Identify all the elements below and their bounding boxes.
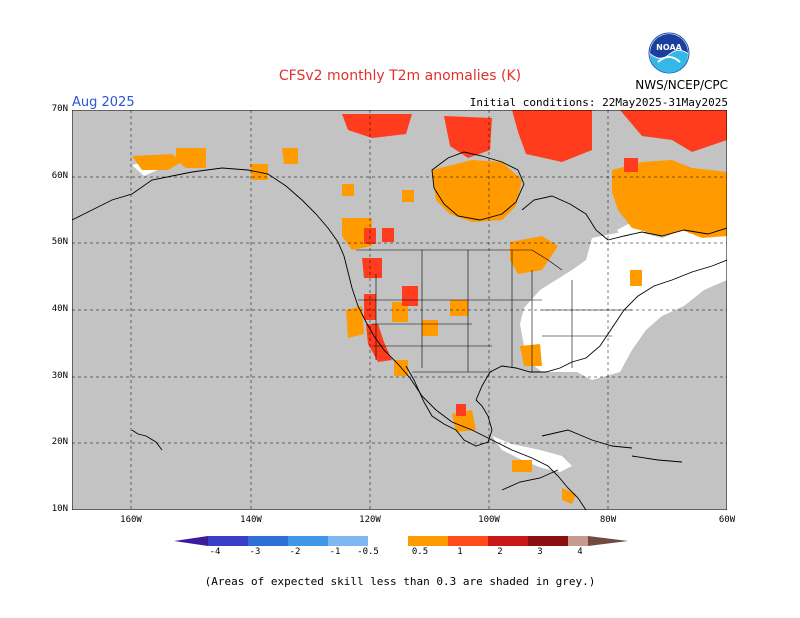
- colorbar-label: 0.5: [411, 547, 429, 557]
- colorbar-label: -4: [209, 547, 221, 557]
- lat-label: 70N: [51, 104, 68, 114]
- colorbar-label: 3: [537, 547, 543, 557]
- lat-label: 20N: [51, 437, 68, 447]
- coastlines: [72, 151, 727, 510]
- colorbar-label: -0.5: [357, 547, 379, 557]
- lat-label: 10N: [51, 504, 68, 514]
- initial-conditions-label: Initial conditions: 22May2025-31May2025: [469, 96, 728, 109]
- colorbar-label: 1: [457, 547, 463, 557]
- lat-label: 50N: [51, 237, 68, 247]
- colorbar-label: -2: [289, 547, 301, 557]
- agency-label: NWS/NCEP/CPC: [635, 78, 728, 92]
- lon-label: 80W: [599, 515, 617, 525]
- lon-label: 160W: [120, 515, 142, 525]
- lat-label: 40N: [51, 304, 68, 314]
- svg-text:NOAA: NOAA: [656, 43, 682, 52]
- lon-label: 120W: [359, 515, 381, 525]
- graticule: [72, 110, 727, 510]
- anomaly-orange-patches: [132, 148, 727, 504]
- lon-label: 140W: [240, 515, 262, 525]
- noaa-logo: NOAA: [648, 32, 690, 74]
- colorbar: [174, 536, 628, 546]
- colorbar-label: 2: [497, 547, 503, 557]
- lat-label: 60N: [51, 171, 68, 181]
- political-borders: [356, 249, 632, 373]
- colorbar-label: -3: [249, 547, 261, 557]
- colorbar-label: -1: [329, 547, 341, 557]
- lat-label: 30N: [51, 371, 68, 381]
- lon-label: 60W: [718, 515, 736, 525]
- valid-month-label: Aug 2025: [72, 95, 135, 110]
- map-title: CFSv2 monthly T2m anomalies (K): [278, 68, 522, 84]
- anomaly-map: [72, 110, 727, 510]
- lon-label: 100W: [478, 515, 500, 525]
- skill-footnote: (Areas of expected skill less than 0.3 a…: [204, 575, 596, 588]
- colorbar-label: 4: [577, 547, 583, 557]
